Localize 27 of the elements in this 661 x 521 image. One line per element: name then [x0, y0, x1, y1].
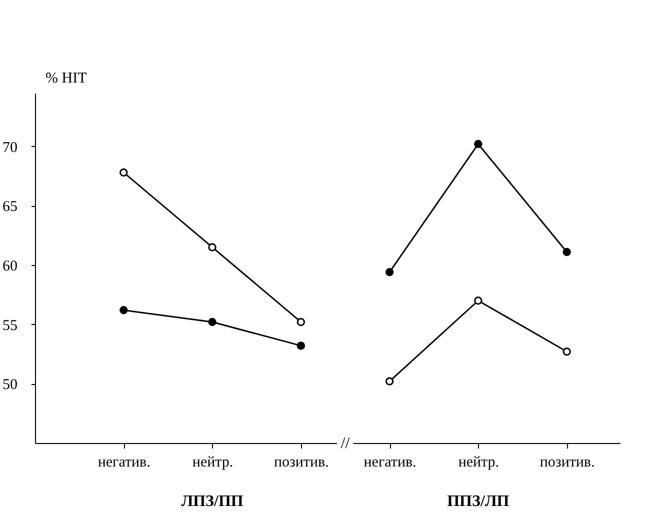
point: [296, 318, 306, 326]
point: [474, 296, 482, 305]
y-tick-label: 60: [2, 258, 18, 275]
point: [385, 377, 394, 386]
point: [120, 306, 128, 314]
point: [474, 140, 482, 148]
annotation: //: [340, 435, 350, 452]
point: [562, 348, 571, 356]
x-tick-label: нейтр.: [458, 454, 500, 470]
y-tick-label: 70: [2, 140, 18, 156]
x-tick-label: негатив.: [364, 454, 416, 470]
x-tick-label: позитив.: [540, 454, 595, 470]
text: ППЗ/ЛП: [447, 493, 510, 510]
x-tick-label: нейтр.: [192, 454, 234, 470]
x-tick-label: негатив.: [98, 454, 150, 470]
y-tick-label: 55: [2, 318, 18, 334]
y-tick-label: 50: [2, 377, 18, 394]
point: [208, 318, 216, 326]
point: [120, 168, 128, 177]
x-tick-label: позитив.: [274, 454, 329, 470]
point: [385, 268, 394, 276]
point: [562, 248, 571, 256]
y-axis-title: % HIT: [46, 70, 87, 86]
text: ЛПЗ/ПП: [181, 493, 244, 510]
point: [208, 243, 216, 252]
y-tick-label: 65: [2, 199, 18, 216]
point: [296, 342, 306, 350]
